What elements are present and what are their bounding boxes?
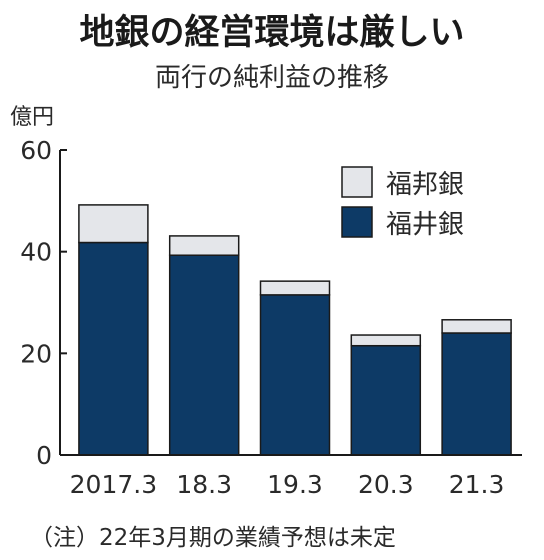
x-tick-label: 21.3 [449,470,505,499]
legend-swatch [341,206,373,238]
bar-fukuho [441,319,512,334]
axes-group [59,149,522,456]
legend-label: 福邦銀 [386,170,464,200]
bar-fukui [350,344,422,456]
footnote: （注）22年3月期の業績予想は未定 [30,525,396,551]
bar-fukui [168,254,240,456]
chart-title: 地銀の経営環境は厳しい [79,13,464,53]
x-tick-label: 18.3 [176,470,232,499]
bar-fukuho [78,204,149,244]
x-tick-label: 20.3 [358,470,414,499]
y-tick-label: 60 [20,136,52,165]
bar-fukui [259,294,331,456]
y-tick-label: 40 [20,238,52,267]
bar-fukui [441,332,512,456]
bar-fukuho [168,235,240,256]
x-tick-labels: 2017.3 18.3 19.3 20.3 21.3 [70,470,505,499]
legend-swatch [341,166,373,198]
bars-group [78,204,512,456]
y-tick-labels: 0 20 40 60 [20,136,52,470]
legend-label: 福井銀 [386,210,464,240]
chart-subtitle: 両行の純利益の推移 [155,63,389,93]
bar-fukuho [350,334,422,347]
x-tick-label: 19.3 [267,470,323,499]
y-tick-label: 20 [20,339,52,368]
y-axis-unit-label: 億円 [10,105,54,130]
bar-fukuho [259,280,331,296]
bar-fukui [78,241,149,456]
y-tick-label: 0 [36,441,52,470]
x-tick-label: 2017.3 [70,470,157,499]
